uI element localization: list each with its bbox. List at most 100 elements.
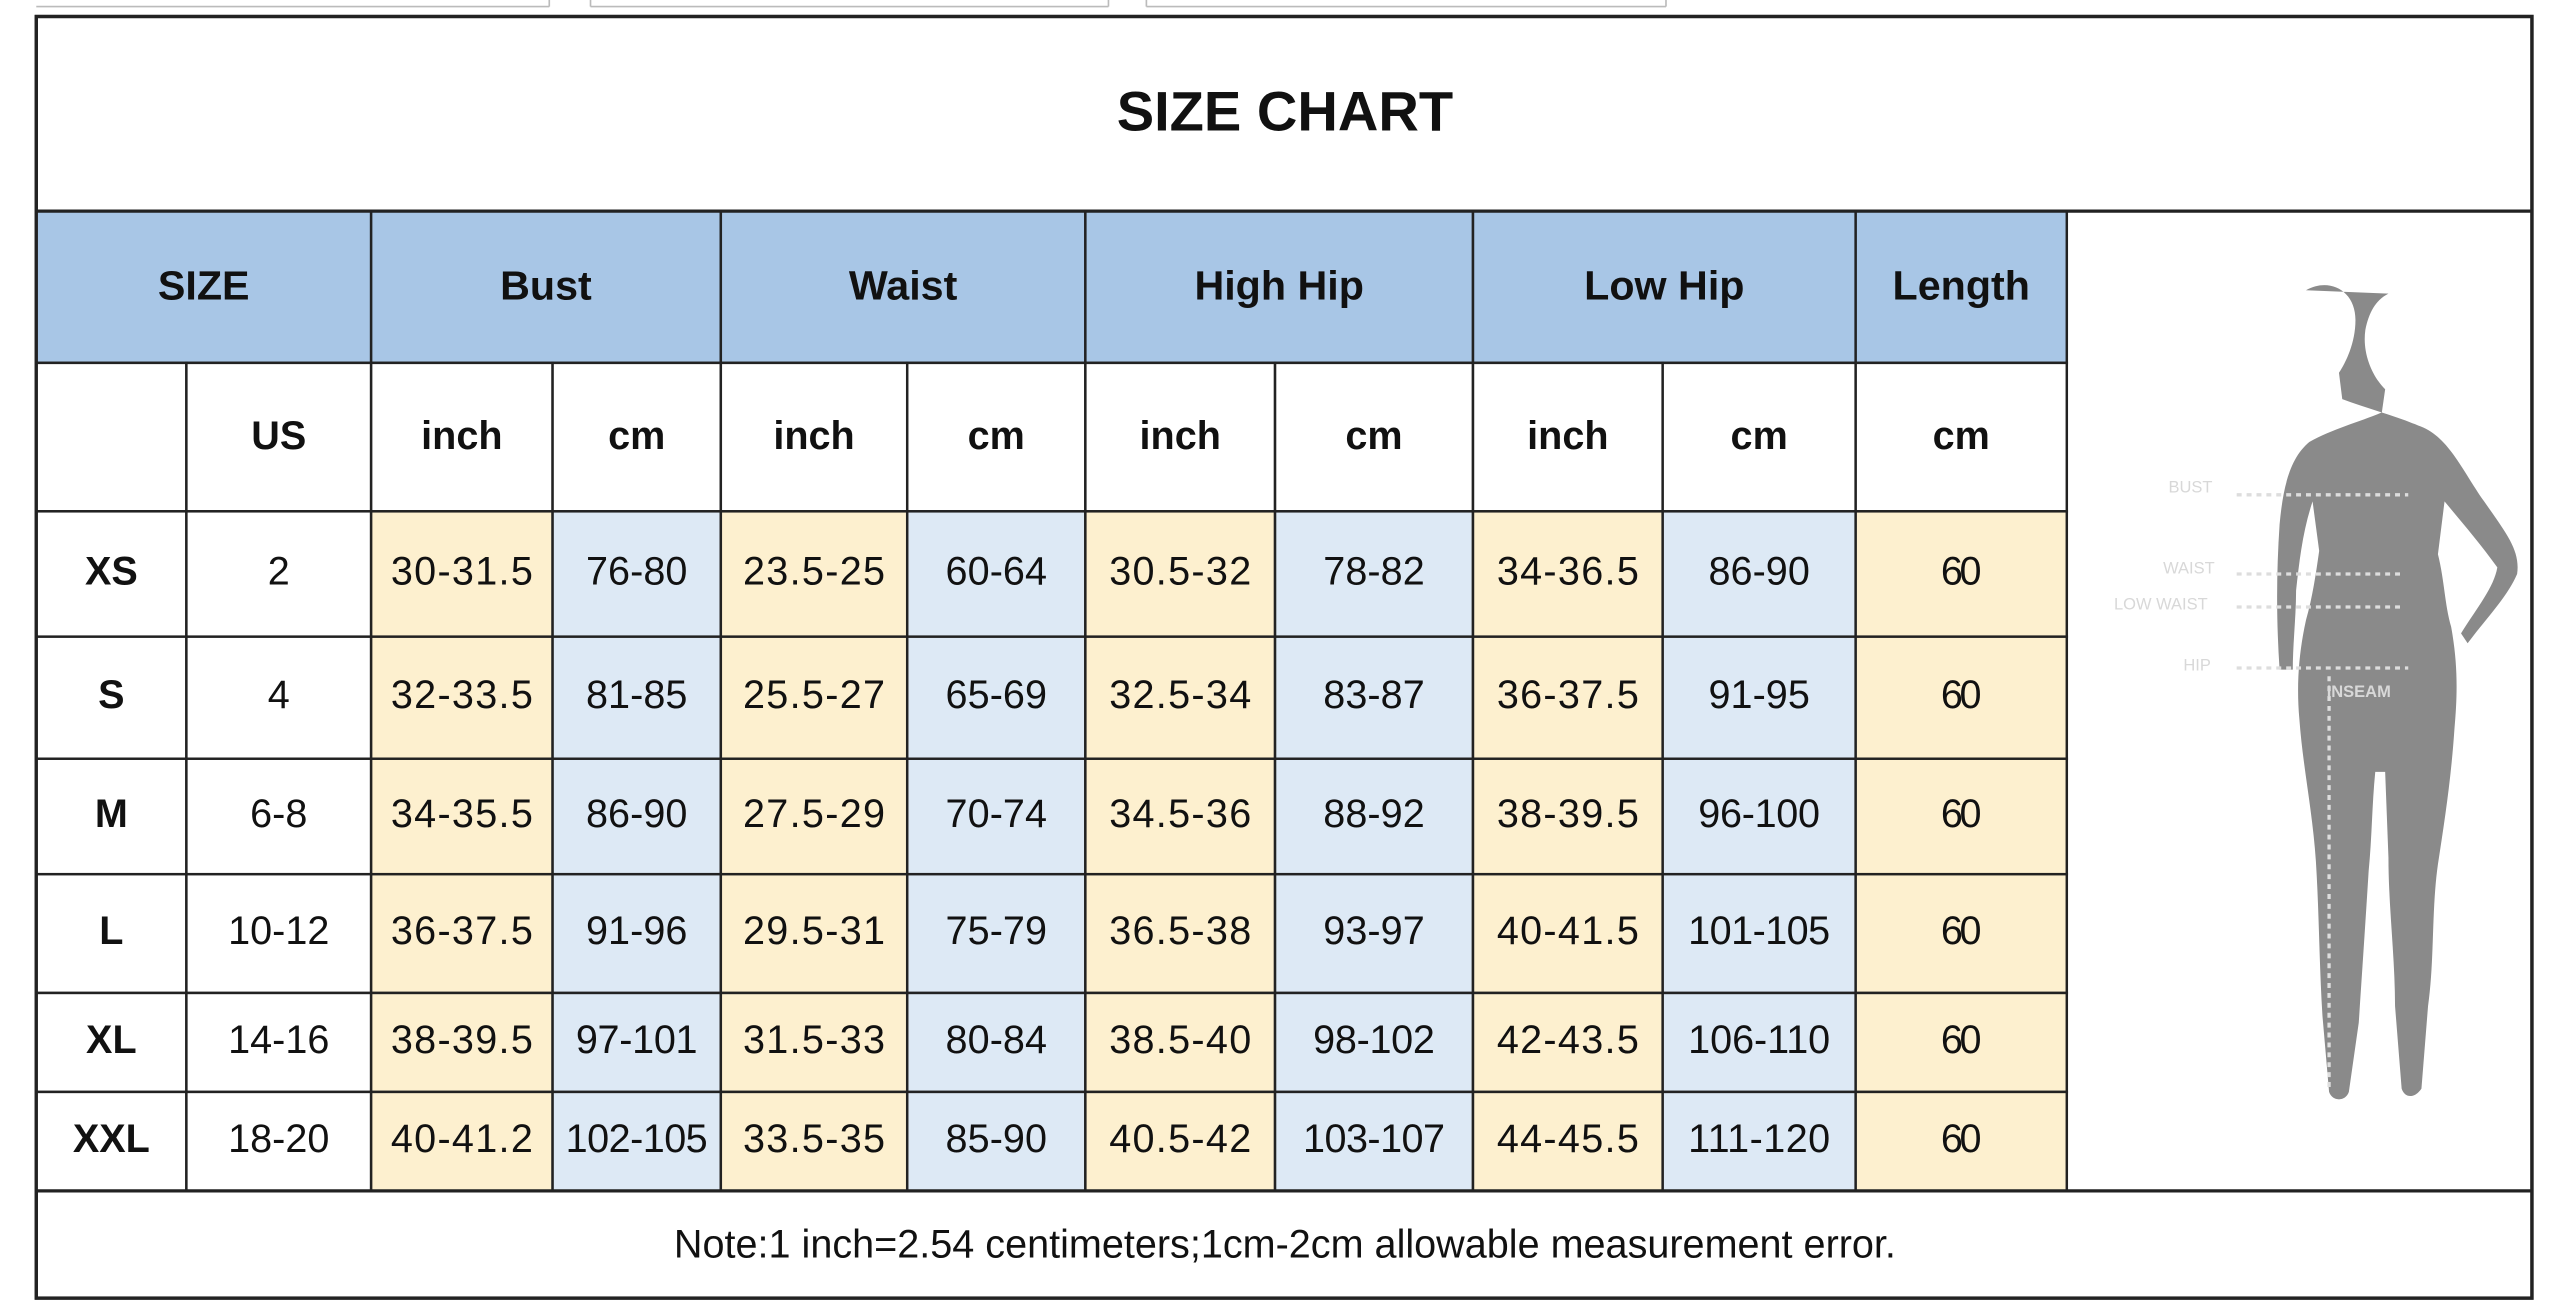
size-label: S	[98, 673, 124, 717]
cell-value: 80-84	[946, 1018, 1047, 1062]
data-cell	[905, 1090, 1087, 1193]
data-cell	[185, 757, 373, 876]
cell-value: 98-102	[1313, 1018, 1435, 1062]
frame	[34, 14, 2534, 1300]
cell-value: 34-35.5	[391, 792, 533, 836]
data-cell	[1273, 1090, 1475, 1193]
cell-value: 86-90	[586, 792, 687, 836]
data-cell	[369, 1090, 554, 1193]
group-header: Low Hip	[1584, 263, 1744, 309]
group-header: SIZE	[158, 263, 250, 309]
cell-value: 40-41.5	[1497, 909, 1639, 953]
figure-label: WAIST	[2163, 559, 2215, 577]
data-cell	[905, 872, 1087, 995]
cell-value: 38-39.5	[391, 1018, 533, 1062]
data-cell	[1854, 635, 2069, 760]
unit-label: cm	[608, 414, 665, 458]
group-header: Length	[1893, 263, 2030, 309]
data-cell	[551, 872, 723, 995]
cell-value: 70-74	[946, 792, 1047, 836]
cell-value: 18-20	[228, 1117, 329, 1161]
cell-value: 23.5-25	[743, 549, 885, 593]
cell-value: 97-101	[576, 1018, 698, 1062]
cell-value: 30-31.5	[391, 549, 533, 593]
cell-value: 60-64	[946, 549, 1047, 593]
cell-value: 2	[268, 549, 290, 593]
data-cell	[1661, 757, 1857, 876]
unit-cell	[1273, 361, 1475, 513]
data-cell	[1661, 991, 1857, 1094]
data-cell	[369, 510, 554, 638]
unit-cell	[719, 361, 909, 513]
cell-value: 40.5-42	[1109, 1117, 1251, 1161]
data-cell	[1084, 510, 1277, 638]
figure-label: LOW WAIST	[2114, 596, 2208, 614]
unit-cell	[369, 361, 554, 513]
data-cell	[719, 635, 909, 760]
cell-value: 60	[1941, 1117, 1982, 1161]
unit-label: cm	[1933, 414, 1990, 458]
cell-value: 38.5-40	[1109, 1018, 1251, 1062]
group-header-cell	[719, 209, 1087, 365]
data-cell	[719, 510, 909, 638]
cell-value: 36-37.5	[391, 909, 533, 953]
cell-value: 34.5-36	[1109, 792, 1251, 836]
data-cell	[1854, 510, 2069, 638]
cell-value: 101-105	[1688, 909, 1830, 953]
cell-value: 93-97	[1323, 909, 1424, 953]
data-cell	[1661, 510, 1857, 638]
cell-value: 60	[1941, 909, 1982, 953]
cell-value: 25.5-27	[743, 673, 885, 717]
cell-value: 44-45.5	[1497, 1117, 1639, 1161]
cell-value: 4	[268, 673, 290, 717]
top-tabs	[36, 0, 1667, 8]
cell-value: 83-87	[1323, 673, 1424, 717]
cell-value: 31.5-33	[743, 1018, 885, 1062]
cell-value: 33.5-35	[743, 1117, 885, 1161]
cell-value: 60	[1941, 1018, 1982, 1062]
unit-cell	[1471, 361, 1664, 513]
cell-value: 102-105	[566, 1117, 708, 1161]
data-cell	[1854, 872, 2069, 995]
figure-label: HIP	[2183, 657, 2210, 675]
cell-value: 111-120	[1688, 1117, 1830, 1161]
data-cell	[35, 991, 188, 1094]
note: Note:1 inch=2.54 centimeters;1cm-2cm all…	[674, 1222, 1896, 1266]
unit-label: cm	[1731, 414, 1788, 458]
data-cell	[551, 991, 723, 1094]
size-label: XXL	[73, 1117, 150, 1161]
data-cell	[551, 757, 723, 876]
cell-value: 32.5-34	[1109, 673, 1251, 717]
unit-cell	[905, 361, 1087, 513]
figure-label: INSEAM	[2327, 683, 2391, 701]
data-cell	[35, 872, 188, 995]
data-cell	[369, 872, 554, 995]
cell-value: 85-90	[946, 1117, 1047, 1161]
cell-value: 27.5-29	[743, 792, 885, 836]
cell-value: 60	[1941, 792, 1982, 836]
data-cell	[1273, 872, 1475, 995]
group-header-cell	[1084, 209, 1475, 365]
unit-label: cm	[1345, 414, 1402, 458]
cell-value: 96-100	[1698, 792, 1820, 836]
cell-value: 91-95	[1708, 673, 1809, 717]
cell-value: 106-110	[1688, 1018, 1830, 1062]
unit-label: inch	[1140, 414, 1221, 458]
data-cell	[1471, 757, 1664, 876]
unit-label: cm	[968, 414, 1025, 458]
data-cell	[185, 991, 373, 1094]
cell-value: 29.5-31	[743, 909, 885, 953]
cell-value: 75-79	[946, 909, 1047, 953]
data-cell	[1471, 872, 1664, 995]
cell-value: 65-69	[946, 673, 1047, 717]
cell-value: 34-36.5	[1497, 549, 1639, 593]
data-cell	[185, 872, 373, 995]
size-label: M	[95, 792, 128, 836]
unit-cell	[35, 361, 188, 513]
data-cell	[1084, 872, 1277, 995]
unit-cell	[551, 361, 723, 513]
cell-value: 103-107	[1303, 1117, 1445, 1161]
data-cell	[551, 1090, 723, 1193]
cell-value: 60	[1941, 673, 1982, 717]
